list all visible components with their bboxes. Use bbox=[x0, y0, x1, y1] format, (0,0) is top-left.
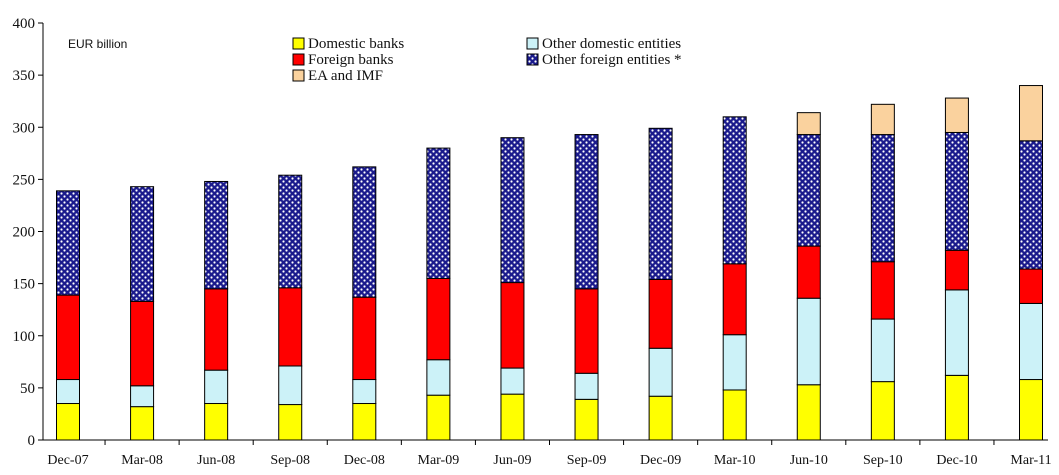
bar-segment-domestic-banks-mar-08 bbox=[130, 406, 155, 441]
x-tick-label: Mar-08 bbox=[121, 453, 163, 468]
y-tick-label: 400 bbox=[13, 16, 36, 32]
y-tick-label: 50 bbox=[20, 381, 35, 397]
legend-swatch bbox=[292, 69, 305, 82]
bar-segment-other-domestic-entities-mar-11 bbox=[1019, 302, 1043, 381]
bar-segment-foreign-banks-sep-08 bbox=[278, 287, 303, 367]
bar-segment-foreign-banks-dec-07 bbox=[56, 294, 80, 381]
bar-segment-other-foreign-entities-dec-08 bbox=[352, 166, 377, 298]
bar-segment-other-domestic-entities-dec-07 bbox=[56, 379, 80, 405]
bar-segment-other-domestic-entities-jun-08 bbox=[204, 369, 229, 405]
legend-swatch bbox=[526, 53, 539, 66]
bar-segment-foreign-banks-mar-08 bbox=[130, 300, 155, 387]
y-tick-label: 150 bbox=[13, 277, 36, 293]
bar-segment-other-foreign-entities-mar-10 bbox=[722, 116, 747, 265]
x-tick-label: Sep-08 bbox=[270, 453, 310, 468]
bar-segment-foreign-banks-jun-09 bbox=[500, 282, 525, 369]
bar-segment-other-foreign-entities-mar-11 bbox=[1019, 140, 1043, 270]
bar-segment-other-domestic-entities-dec-09 bbox=[648, 347, 673, 397]
bar-segment-other-foreign-entities-sep-10 bbox=[870, 134, 895, 263]
y-tick-label: 250 bbox=[13, 172, 36, 188]
legend-label: Foreign banks bbox=[308, 52, 394, 68]
bar-segment-other-domestic-entities-sep-10 bbox=[870, 318, 895, 383]
x-tick-label: Sep-09 bbox=[567, 453, 607, 468]
bar-segment-other-domestic-entities-mar-08 bbox=[130, 385, 155, 408]
y-tick-label: 350 bbox=[13, 68, 36, 84]
bar-segment-domestic-banks-jun-09 bbox=[500, 393, 525, 441]
unit-label: EUR billion bbox=[68, 37, 127, 51]
legend-label: Domestic banks bbox=[308, 36, 404, 52]
bar-segment-foreign-banks-dec-09 bbox=[648, 278, 673, 349]
bar-segment-other-domestic-entities-dec-08 bbox=[352, 379, 377, 405]
x-tick-label: Dec-09 bbox=[640, 453, 681, 468]
bar-segment-foreign-banks-dec-10 bbox=[944, 249, 969, 291]
bar-segment-domestic-banks-jun-10 bbox=[796, 384, 821, 441]
bar-segment-other-foreign-entities-jun-10 bbox=[796, 134, 821, 247]
legend-label: Other foreign entities * bbox=[542, 52, 682, 68]
bar-segment-other-foreign-entities-jun-08 bbox=[204, 180, 229, 290]
bars bbox=[56, 85, 1043, 441]
y-tick-label: 0 bbox=[28, 433, 36, 449]
legend-swatch bbox=[292, 53, 305, 66]
bar-segment-foreign-banks-mar-10 bbox=[722, 263, 747, 336]
bar-segment-domestic-banks-sep-09 bbox=[574, 398, 599, 441]
bar-segment-ea-and-imf-mar-11 bbox=[1019, 85, 1043, 142]
axes: 0 50 100 150 200 250 300 350 400 Dec-07 Mar-08 Jun-… bbox=[13, 16, 1052, 468]
bar-segment-other-domestic-entities-jun-10 bbox=[796, 297, 821, 386]
y-tick-label: 100 bbox=[13, 329, 36, 345]
bar-segment-foreign-banks-jun-10 bbox=[796, 245, 821, 299]
bar-segment-domestic-banks-sep-08 bbox=[278, 404, 303, 441]
bar-segment-other-domestic-entities-mar-10 bbox=[722, 334, 747, 391]
legend-swatch bbox=[292, 37, 305, 50]
bar-segment-ea-and-imf-sep-10 bbox=[870, 103, 895, 136]
bar-segment-other-foreign-entities-dec-10 bbox=[944, 131, 969, 251]
bar-segment-domestic-banks-dec-09 bbox=[648, 395, 673, 441]
x-tick-label: Dec-08 bbox=[344, 453, 385, 468]
x-tick-label: Sep-10 bbox=[863, 453, 903, 468]
bar-segment-other-foreign-entities-mar-08 bbox=[130, 186, 155, 302]
bar-segment-domestic-banks-sep-10 bbox=[870, 381, 895, 441]
bar-segment-other-foreign-entities-jun-09 bbox=[500, 137, 525, 284]
bar-segment-other-foreign-entities-sep-08 bbox=[278, 174, 303, 289]
bar-segment-foreign-banks-jun-08 bbox=[204, 288, 229, 371]
bar-segment-domestic-banks-dec-08 bbox=[352, 403, 377, 441]
y-tick-label: 300 bbox=[13, 120, 36, 136]
bar-segment-other-domestic-entities-mar-09 bbox=[426, 359, 451, 396]
y-tick-label: 200 bbox=[13, 225, 36, 241]
bar-segment-other-domestic-entities-dec-10 bbox=[944, 289, 969, 376]
bar-segment-other-foreign-entities-dec-07 bbox=[56, 190, 80, 296]
bar-segment-other-domestic-entities-sep-08 bbox=[278, 365, 303, 406]
x-tick-label: Jun-10 bbox=[790, 453, 828, 468]
bar-segment-foreign-banks-mar-09 bbox=[426, 277, 451, 361]
bar-segment-other-foreign-entities-sep-09 bbox=[574, 134, 599, 290]
legend-swatch bbox=[526, 37, 539, 50]
bar-segment-ea-and-imf-dec-10 bbox=[944, 97, 969, 133]
x-tick-label: Jun-08 bbox=[197, 453, 235, 468]
x-tick-label: Jun-09 bbox=[493, 453, 531, 468]
bar-segment-other-foreign-entities-dec-09 bbox=[648, 127, 673, 280]
bar-segment-domestic-banks-mar-09 bbox=[426, 394, 451, 441]
bar-segment-ea-and-imf-jun-10 bbox=[796, 112, 821, 136]
x-tick-label: Dec-07 bbox=[47, 453, 88, 468]
legend-label: Other domestic entities bbox=[542, 36, 681, 52]
bar-segment-domestic-banks-mar-11 bbox=[1019, 379, 1043, 441]
bar-segment-domestic-banks-dec-07 bbox=[56, 403, 80, 441]
bar-segment-foreign-banks-dec-08 bbox=[352, 296, 377, 381]
x-tick-label: Mar-09 bbox=[418, 453, 460, 468]
bar-segment-domestic-banks-jun-08 bbox=[204, 403, 229, 441]
bar-segment-foreign-banks-sep-10 bbox=[870, 261, 895, 320]
x-tick-label: Mar-10 bbox=[714, 453, 756, 468]
bar-segment-other-domestic-entities-sep-09 bbox=[574, 372, 599, 400]
bar-segment-domestic-banks-mar-10 bbox=[722, 389, 747, 441]
bar-segment-foreign-banks-mar-11 bbox=[1019, 268, 1043, 304]
bar-segment-other-foreign-entities-mar-09 bbox=[426, 147, 451, 279]
bar-segment-foreign-banks-sep-09 bbox=[574, 288, 599, 374]
legend-label: EA and IMF bbox=[308, 68, 383, 84]
x-tick-label: Mar-11 bbox=[1010, 453, 1051, 468]
legend: Domestic banks Other domestic entities For… bbox=[292, 36, 682, 84]
bar-segment-other-domestic-entities-jun-09 bbox=[500, 367, 525, 395]
bar-segment-domestic-banks-dec-10 bbox=[944, 374, 969, 441]
x-tick-label: Dec-10 bbox=[936, 453, 977, 468]
